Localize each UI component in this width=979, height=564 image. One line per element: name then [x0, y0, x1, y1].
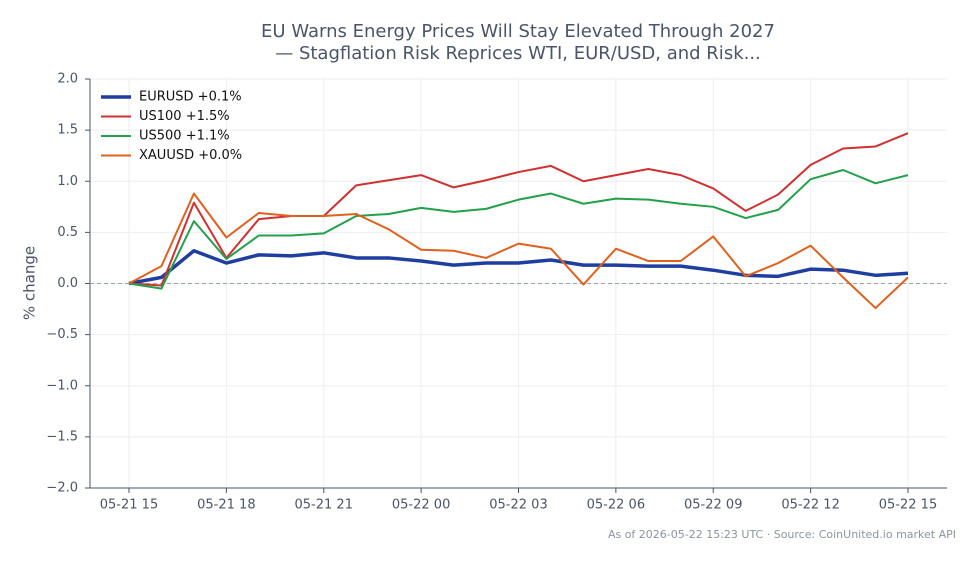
- x-tick-label: 05-21 18: [197, 498, 255, 513]
- x-tick-label: 05-21 21: [295, 498, 353, 513]
- y-tick-label: 2.0: [57, 72, 78, 87]
- x-tick-label: 05-22 06: [587, 498, 645, 513]
- x-tick-label: 05-22 09: [684, 498, 742, 513]
- y-axis-label: % change: [21, 246, 39, 320]
- x-tick-label: 05-22 12: [781, 498, 839, 513]
- series-line: [128, 249, 909, 286]
- x-tick-label: 05-21 15: [100, 498, 158, 513]
- y-tick-label: −2.0: [46, 481, 78, 496]
- x-tick-label: 05-22 15: [879, 498, 937, 513]
- series-line: [128, 132, 909, 287]
- y-tick-label: 0.5: [57, 225, 78, 240]
- y-tick-label: −0.5: [46, 327, 78, 342]
- legend-label: EURUSD +0.1%: [139, 90, 242, 105]
- chart-title: — Stagflation Risk Reprices WTI, EUR/USD…: [275, 43, 761, 64]
- y-tick-label: 1.5: [57, 123, 78, 138]
- legend-label: US100 +1.5%: [139, 109, 230, 124]
- y-tick-label: 1.0: [57, 174, 78, 189]
- series-line: [128, 169, 909, 290]
- y-tick-label: −1.5: [46, 429, 78, 444]
- series-line: [128, 192, 909, 310]
- legend-label: US500 +1.1%: [139, 129, 230, 144]
- x-tick-label: 05-22 03: [489, 498, 547, 513]
- legend-label: XAUUSD +0.0%: [139, 148, 242, 163]
- chart-title: EU Warns Energy Prices Will Stay Elevate…: [261, 21, 775, 42]
- y-tick-label: −1.0: [46, 378, 78, 393]
- x-tick-label: 05-22 00: [392, 498, 450, 513]
- y-tick-label: 0.0: [57, 276, 78, 291]
- footnote: As of 2026-05-22 15:23 UTC · Source: Coi…: [608, 528, 956, 541]
